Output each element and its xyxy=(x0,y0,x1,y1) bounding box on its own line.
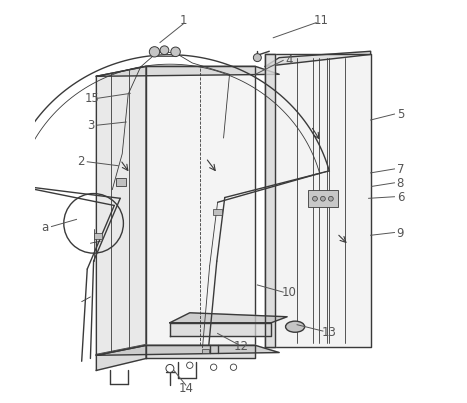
Polygon shape xyxy=(265,54,371,347)
Circle shape xyxy=(320,196,325,201)
Circle shape xyxy=(254,54,262,62)
Circle shape xyxy=(312,196,318,201)
Polygon shape xyxy=(96,345,146,370)
Ellipse shape xyxy=(285,321,304,332)
Polygon shape xyxy=(170,313,287,323)
Circle shape xyxy=(211,364,217,370)
Text: 13: 13 xyxy=(321,326,336,339)
Polygon shape xyxy=(170,323,271,336)
Polygon shape xyxy=(96,66,279,76)
Text: 12: 12 xyxy=(234,340,249,353)
Circle shape xyxy=(171,47,180,56)
Text: 15: 15 xyxy=(85,91,100,105)
Circle shape xyxy=(230,364,237,370)
Circle shape xyxy=(166,364,174,372)
Text: 2: 2 xyxy=(77,155,84,168)
Polygon shape xyxy=(265,54,275,347)
Bar xyxy=(93,233,102,239)
Polygon shape xyxy=(96,345,279,355)
Text: a: a xyxy=(41,221,49,234)
Circle shape xyxy=(328,196,333,201)
Text: 9: 9 xyxy=(396,227,404,240)
Text: 5: 5 xyxy=(397,108,404,120)
Text: 14: 14 xyxy=(178,382,193,395)
Polygon shape xyxy=(146,345,255,359)
Polygon shape xyxy=(146,66,255,345)
Text: 6: 6 xyxy=(396,191,404,204)
Circle shape xyxy=(149,47,160,57)
Text: 3: 3 xyxy=(87,119,94,133)
Polygon shape xyxy=(96,66,146,355)
Text: 11: 11 xyxy=(313,14,328,27)
Text: 1: 1 xyxy=(180,14,188,27)
Circle shape xyxy=(187,362,193,368)
Circle shape xyxy=(160,46,169,54)
Text: 10: 10 xyxy=(282,287,297,299)
Bar xyxy=(213,209,221,216)
Text: 4: 4 xyxy=(285,54,293,67)
Text: 8: 8 xyxy=(397,177,404,190)
Text: 7: 7 xyxy=(396,163,404,176)
Polygon shape xyxy=(265,51,371,66)
FancyBboxPatch shape xyxy=(308,190,338,207)
Bar xyxy=(116,179,126,186)
Bar xyxy=(202,349,209,353)
